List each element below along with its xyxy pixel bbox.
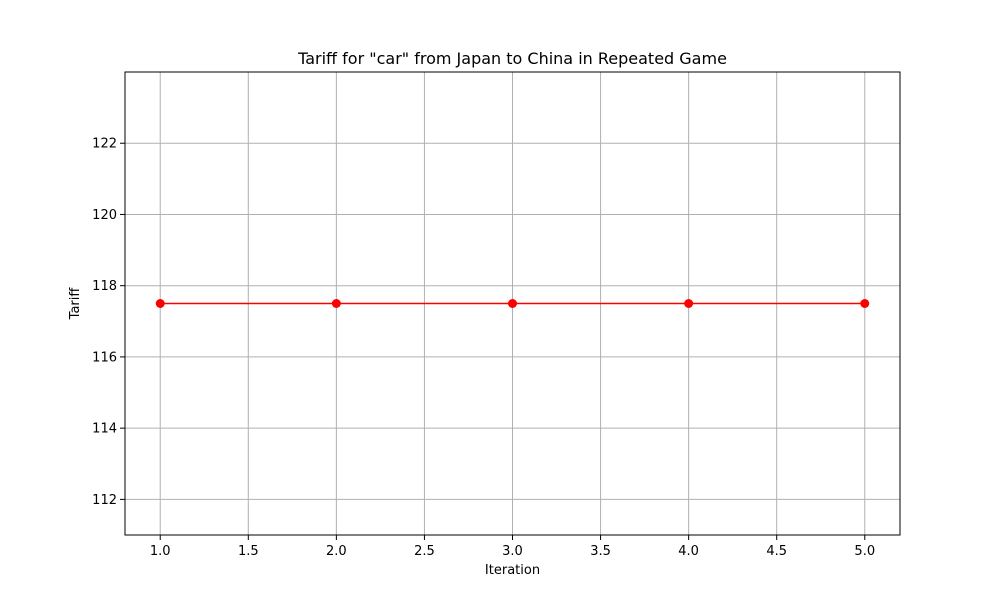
y-tick-label: 112 <box>92 493 117 508</box>
chart-title: Tariff for "car" from Japan to China in … <box>297 49 727 68</box>
series-layer <box>155 299 870 308</box>
x-tick-label: 2.5 <box>414 544 435 559</box>
data-point <box>331 299 341 308</box>
y-tick-label: 114 <box>92 422 117 437</box>
y-tick-label: 122 <box>92 137 117 152</box>
x-tick-label: 3.0 <box>502 544 523 559</box>
data-point <box>684 299 694 308</box>
x-tick-label: 4.5 <box>766 544 787 559</box>
x-tick-label: 1.0 <box>150 544 171 559</box>
y-axis-label: Tariff <box>68 287 83 321</box>
y-tick-label: 116 <box>92 350 117 365</box>
y-tick-label: 120 <box>92 208 117 223</box>
data-point <box>508 299 517 308</box>
y-axis-ticks: 112 114 116 118 120 122 <box>92 137 125 508</box>
data-point <box>155 299 165 308</box>
x-tick-label: 2.0 <box>326 544 347 559</box>
x-tick-label: 3.5 <box>590 544 611 559</box>
x-tick-label: 4.0 <box>678 544 699 559</box>
x-tick-label: 5.0 <box>854 544 875 559</box>
x-axis-ticks: 1.0 1.5 2.0 2.5 3.0 3.5 4.0 4.5 5.0 <box>150 535 875 559</box>
y-tick-label: 118 <box>92 279 117 294</box>
data-point <box>860 299 870 308</box>
x-axis-label: Iteration <box>485 563 540 578</box>
x-tick-label: 1.5 <box>238 544 259 559</box>
